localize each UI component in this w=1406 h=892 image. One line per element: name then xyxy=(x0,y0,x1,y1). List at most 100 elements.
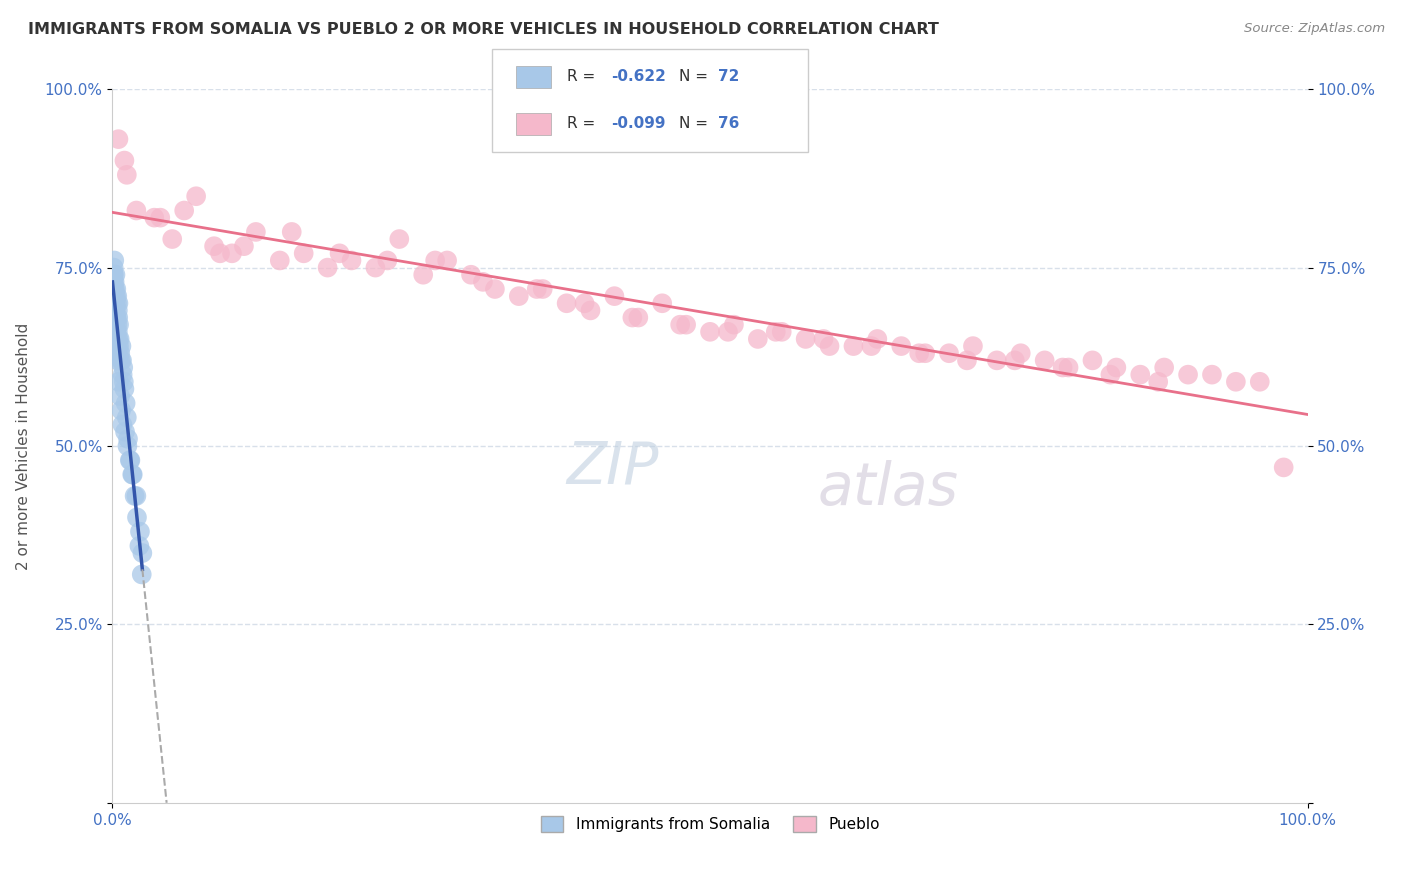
Point xyxy=(574,296,596,310)
Point xyxy=(281,225,304,239)
Point xyxy=(412,268,434,282)
Point xyxy=(110,403,132,417)
Point xyxy=(1081,353,1104,368)
Point xyxy=(472,275,495,289)
Text: N =: N = xyxy=(679,116,713,131)
Point xyxy=(1147,375,1170,389)
Point xyxy=(162,232,183,246)
Point xyxy=(986,353,1008,368)
Point xyxy=(460,268,482,282)
Point xyxy=(129,524,152,539)
Point xyxy=(723,318,745,332)
Point xyxy=(908,346,931,360)
Point xyxy=(107,339,129,353)
Point xyxy=(1057,360,1080,375)
Point xyxy=(202,239,225,253)
Point xyxy=(125,489,148,503)
Point xyxy=(186,189,208,203)
Point xyxy=(1105,360,1128,375)
Point xyxy=(105,332,128,346)
Point xyxy=(111,353,134,368)
Text: 72: 72 xyxy=(718,70,740,85)
Point xyxy=(1249,375,1271,389)
Point xyxy=(794,332,817,346)
Point xyxy=(813,332,835,346)
Point xyxy=(149,211,172,225)
Point xyxy=(131,546,153,560)
Point xyxy=(1225,375,1247,389)
Point xyxy=(1129,368,1152,382)
Point xyxy=(388,232,411,246)
Point xyxy=(818,339,841,353)
Legend: Immigrants from Somalia, Pueblo: Immigrants from Somalia, Pueblo xyxy=(534,810,886,838)
Point xyxy=(110,339,132,353)
Point xyxy=(125,510,148,524)
Point xyxy=(860,339,883,353)
Point xyxy=(245,225,267,239)
Point xyxy=(1201,368,1223,382)
Point xyxy=(125,203,148,218)
Point xyxy=(131,567,153,582)
Point xyxy=(107,132,129,146)
Point xyxy=(364,260,387,275)
Point xyxy=(579,303,602,318)
Point xyxy=(675,318,697,332)
Point xyxy=(621,310,644,325)
Point xyxy=(104,303,127,318)
Point xyxy=(1272,460,1295,475)
Point xyxy=(765,325,787,339)
Text: N =: N = xyxy=(679,70,713,85)
Point xyxy=(425,253,447,268)
Text: R =: R = xyxy=(567,70,600,85)
Point xyxy=(842,339,865,353)
Point xyxy=(104,310,127,325)
Text: -0.622: -0.622 xyxy=(612,70,666,85)
Point xyxy=(104,296,127,310)
Point xyxy=(103,310,125,325)
Point xyxy=(107,303,129,318)
Point xyxy=(1177,368,1199,382)
Point xyxy=(1153,360,1175,375)
Point xyxy=(627,310,650,325)
Point xyxy=(103,296,125,310)
Point xyxy=(103,289,125,303)
Point xyxy=(115,410,138,425)
Point xyxy=(105,282,128,296)
Point xyxy=(962,339,984,353)
Point xyxy=(114,396,136,410)
Text: Source: ZipAtlas.com: Source: ZipAtlas.com xyxy=(1244,22,1385,36)
Point xyxy=(118,453,141,467)
Point xyxy=(105,310,128,325)
Point xyxy=(1004,353,1026,368)
Point xyxy=(104,318,127,332)
Point xyxy=(956,353,979,368)
Point xyxy=(128,539,150,553)
Point xyxy=(105,325,128,339)
Point xyxy=(108,339,131,353)
Point xyxy=(121,467,143,482)
Point xyxy=(103,303,125,318)
Point xyxy=(221,246,243,260)
Point xyxy=(112,375,135,389)
Point xyxy=(103,253,125,268)
Point xyxy=(105,289,128,303)
Point xyxy=(436,253,458,268)
Point xyxy=(115,168,138,182)
Point xyxy=(103,268,125,282)
Point xyxy=(112,360,135,375)
Point xyxy=(111,417,134,432)
Point xyxy=(103,260,125,275)
Point xyxy=(914,346,936,360)
Point xyxy=(526,282,548,296)
Point xyxy=(104,310,127,325)
Point xyxy=(107,310,129,325)
Text: ZIP: ZIP xyxy=(567,439,659,496)
Point xyxy=(233,239,256,253)
Y-axis label: 2 or more Vehicles in Household: 2 or more Vehicles in Household xyxy=(15,322,31,570)
Point xyxy=(104,282,127,296)
Point xyxy=(938,346,960,360)
Point xyxy=(770,325,793,339)
Point xyxy=(292,246,315,260)
Point xyxy=(717,325,740,339)
Point xyxy=(108,318,131,332)
